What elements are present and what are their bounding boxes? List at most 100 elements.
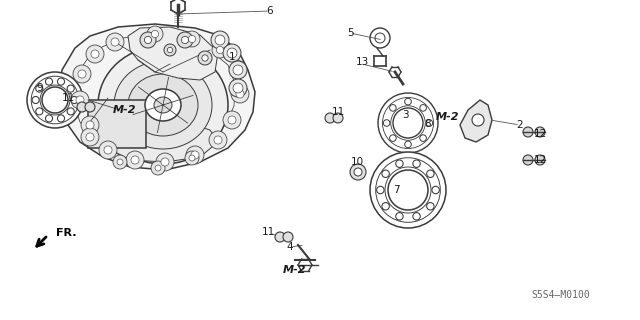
Circle shape: [229, 61, 247, 79]
Circle shape: [32, 96, 39, 104]
Text: 3: 3: [402, 110, 408, 120]
Text: 11: 11: [261, 227, 275, 237]
Polygon shape: [58, 24, 255, 170]
Circle shape: [275, 232, 285, 242]
Circle shape: [420, 135, 426, 141]
Circle shape: [145, 36, 152, 44]
Circle shape: [229, 79, 247, 97]
Circle shape: [231, 85, 249, 103]
Circle shape: [45, 78, 52, 85]
Circle shape: [420, 105, 426, 111]
Circle shape: [283, 232, 293, 242]
Circle shape: [393, 108, 423, 138]
Text: 11: 11: [332, 107, 344, 117]
Circle shape: [73, 65, 91, 83]
Circle shape: [382, 170, 389, 178]
Ellipse shape: [154, 97, 172, 113]
Circle shape: [117, 159, 123, 165]
Circle shape: [223, 44, 241, 62]
Circle shape: [413, 212, 420, 220]
Circle shape: [147, 26, 163, 42]
Circle shape: [77, 102, 87, 112]
Text: 7: 7: [393, 185, 399, 195]
Circle shape: [27, 72, 83, 128]
Circle shape: [36, 85, 43, 92]
Circle shape: [223, 111, 241, 129]
Circle shape: [388, 170, 428, 210]
Circle shape: [198, 51, 212, 65]
Text: 8: 8: [425, 119, 431, 129]
Circle shape: [227, 48, 237, 58]
Circle shape: [188, 36, 196, 43]
Circle shape: [404, 98, 412, 105]
Circle shape: [111, 38, 119, 46]
Circle shape: [71, 91, 89, 109]
Text: 5: 5: [347, 28, 353, 38]
Circle shape: [215, 35, 225, 45]
Text: 2: 2: [516, 120, 524, 130]
Circle shape: [81, 116, 99, 134]
Circle shape: [177, 32, 193, 48]
Circle shape: [378, 93, 438, 153]
Circle shape: [186, 146, 204, 164]
Circle shape: [152, 30, 159, 38]
Circle shape: [91, 50, 99, 58]
Ellipse shape: [145, 89, 181, 121]
Circle shape: [131, 156, 139, 164]
Circle shape: [427, 170, 434, 178]
Text: 13: 13: [355, 57, 369, 67]
Circle shape: [85, 102, 95, 112]
Circle shape: [156, 153, 174, 171]
Circle shape: [104, 146, 112, 154]
Circle shape: [140, 32, 156, 48]
Circle shape: [71, 96, 78, 104]
Circle shape: [167, 47, 173, 53]
Polygon shape: [460, 100, 492, 142]
Circle shape: [185, 151, 199, 165]
Circle shape: [212, 42, 228, 58]
Text: 12: 12: [533, 129, 547, 139]
Circle shape: [67, 85, 74, 92]
Circle shape: [382, 203, 389, 210]
Text: M-2: M-2: [436, 112, 460, 122]
Circle shape: [325, 113, 335, 123]
Circle shape: [191, 151, 199, 159]
Circle shape: [376, 186, 384, 194]
Polygon shape: [128, 27, 218, 80]
Circle shape: [86, 45, 104, 63]
Circle shape: [78, 70, 86, 78]
Circle shape: [390, 135, 396, 141]
Circle shape: [67, 108, 74, 115]
Circle shape: [236, 90, 244, 98]
Circle shape: [354, 168, 362, 176]
Circle shape: [161, 158, 169, 166]
Text: FR.: FR.: [56, 228, 77, 238]
Text: S5S4–M0100: S5S4–M0100: [531, 290, 590, 300]
FancyBboxPatch shape: [88, 100, 146, 148]
Circle shape: [535, 155, 545, 165]
Ellipse shape: [98, 46, 228, 164]
Circle shape: [126, 151, 144, 169]
Circle shape: [426, 120, 433, 126]
Circle shape: [214, 136, 222, 144]
Circle shape: [81, 128, 99, 146]
Circle shape: [58, 78, 65, 85]
Circle shape: [106, 33, 124, 51]
Circle shape: [404, 141, 412, 148]
Circle shape: [151, 161, 165, 175]
Circle shape: [523, 127, 533, 137]
Circle shape: [42, 87, 68, 113]
Circle shape: [535, 127, 545, 137]
Circle shape: [396, 212, 403, 220]
Circle shape: [413, 160, 420, 167]
Circle shape: [86, 133, 94, 141]
Circle shape: [211, 31, 229, 49]
Text: 10: 10: [351, 157, 364, 167]
Ellipse shape: [114, 61, 212, 149]
Circle shape: [113, 155, 127, 169]
Text: M-2: M-2: [113, 105, 137, 115]
Circle shape: [99, 141, 117, 159]
Circle shape: [155, 165, 161, 171]
Text: 6: 6: [267, 6, 273, 16]
Text: 4: 4: [287, 242, 293, 252]
